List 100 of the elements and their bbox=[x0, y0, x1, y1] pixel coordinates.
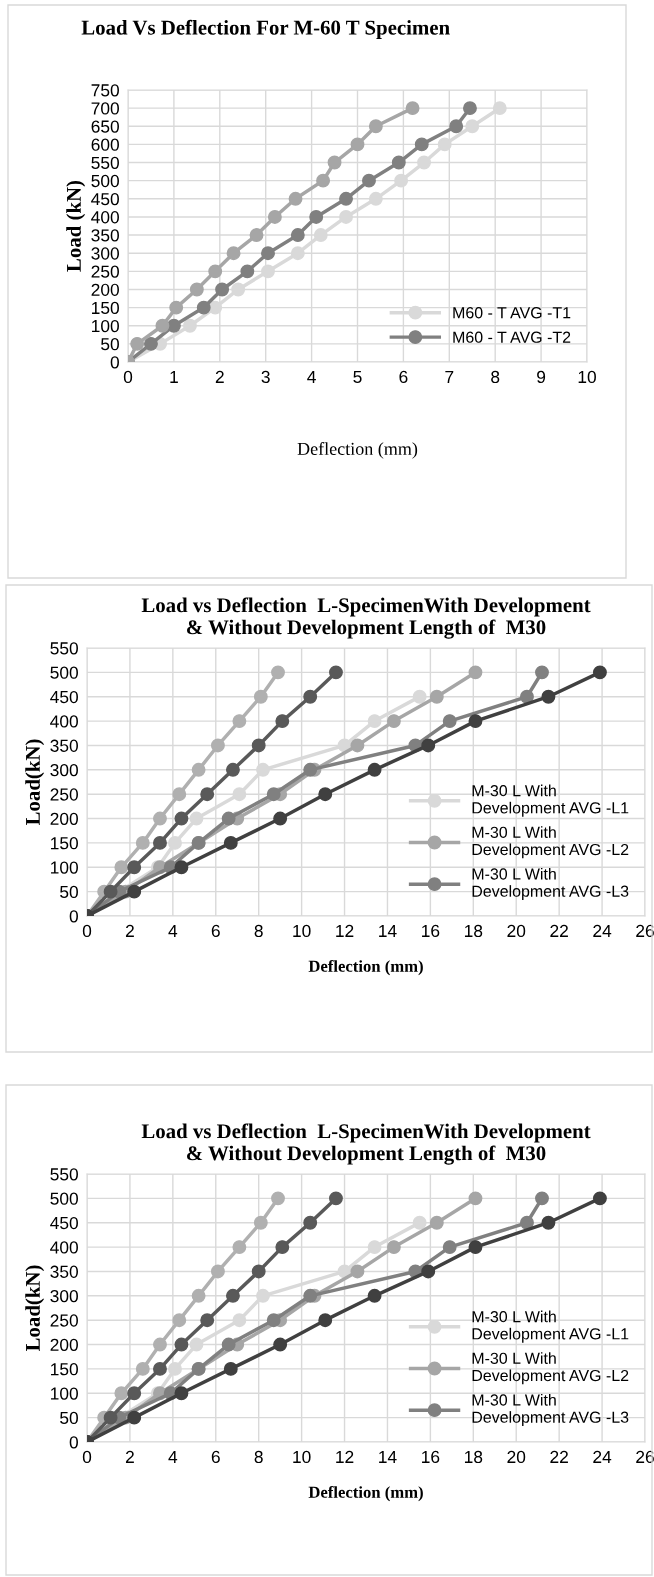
point bbox=[303, 1215, 318, 1230]
point bbox=[350, 738, 365, 753]
x-tick-label: 7 bbox=[445, 370, 454, 383]
x-tick-label: 20 bbox=[507, 924, 526, 938]
point bbox=[303, 762, 318, 777]
y-tick-label: 200 bbox=[50, 812, 78, 826]
point bbox=[465, 119, 480, 134]
x-tick-label: 22 bbox=[550, 1450, 568, 1463]
point bbox=[221, 1337, 236, 1352]
legend-label: M60 - T AVG -T1 bbox=[453, 307, 571, 319]
point bbox=[290, 246, 305, 261]
point bbox=[318, 787, 333, 802]
y-tick-label: 450 bbox=[50, 1216, 78, 1230]
point bbox=[256, 1288, 270, 1303]
y-tick-label: 250 bbox=[50, 788, 78, 801]
point bbox=[166, 318, 181, 333]
point bbox=[114, 1386, 129, 1401]
point bbox=[155, 318, 170, 333]
y-tick-label: 500 bbox=[50, 1192, 78, 1205]
point bbox=[592, 1191, 607, 1206]
point bbox=[253, 1215, 268, 1230]
point bbox=[417, 155, 432, 170]
y-axis-title: Load (kN) bbox=[66, 180, 86, 272]
chart-title: Load vs Deflection L-SpecimenWith Development & Without Development Length of M30 bbox=[141, 1123, 591, 1165]
point bbox=[394, 173, 409, 188]
x-tick-label: 24 bbox=[593, 924, 612, 937]
point bbox=[168, 1361, 182, 1376]
point bbox=[412, 689, 427, 704]
point bbox=[303, 1288, 318, 1303]
legend-label: M-30 L With Development AVG -L2 bbox=[472, 1352, 629, 1385]
point bbox=[492, 101, 507, 116]
point bbox=[174, 1386, 189, 1401]
point bbox=[275, 1240, 290, 1255]
point bbox=[273, 811, 288, 826]
point bbox=[468, 1240, 483, 1255]
point bbox=[386, 714, 401, 729]
point bbox=[210, 1264, 225, 1279]
point bbox=[429, 689, 444, 704]
y-tick-label: 450 bbox=[91, 192, 119, 206]
point bbox=[251, 738, 266, 753]
x-tick-label: 3 bbox=[261, 370, 270, 384]
point bbox=[253, 689, 268, 704]
point bbox=[449, 119, 464, 134]
x-tick-label: 16 bbox=[422, 1450, 440, 1464]
point bbox=[200, 1313, 215, 1328]
y-tick-label: 50 bbox=[60, 1411, 78, 1425]
point bbox=[316, 173, 331, 188]
x-tick-label: 4 bbox=[307, 370, 316, 383]
legend-label: M-30 L With Development AVG -L2 bbox=[472, 826, 629, 859]
x-tick-label: 8 bbox=[254, 924, 263, 938]
y-tick-label: 400 bbox=[50, 1241, 78, 1254]
y-tick-label: 150 bbox=[92, 301, 119, 315]
y-tick-label: 100 bbox=[92, 319, 119, 333]
point bbox=[114, 860, 129, 875]
point bbox=[127, 1410, 142, 1425]
point bbox=[267, 209, 282, 224]
y-tick-label: 250 bbox=[91, 265, 119, 278]
point bbox=[290, 228, 305, 243]
point bbox=[127, 1386, 142, 1401]
y-tick-label: 250 bbox=[50, 1314, 78, 1327]
y-tick-label: 100 bbox=[51, 1387, 78, 1400]
point bbox=[174, 860, 189, 875]
point bbox=[412, 1215, 427, 1230]
point bbox=[313, 228, 328, 243]
point bbox=[271, 665, 285, 680]
point bbox=[367, 762, 382, 777]
x-tick-label: 12 bbox=[336, 924, 354, 937]
point bbox=[135, 835, 150, 850]
point bbox=[266, 787, 281, 802]
point bbox=[191, 762, 206, 777]
point bbox=[232, 714, 247, 729]
point bbox=[127, 884, 142, 899]
x-tick-label: 10 bbox=[293, 1450, 311, 1464]
point bbox=[288, 191, 303, 206]
y-tick-label: 300 bbox=[50, 763, 78, 777]
y-tick-label: 650 bbox=[91, 120, 119, 133]
point bbox=[271, 1191, 285, 1206]
x-tick-label: 12 bbox=[336, 1450, 354, 1463]
point bbox=[221, 811, 236, 826]
point bbox=[535, 1191, 549, 1206]
x-tick-label: 2 bbox=[125, 924, 134, 937]
legend-label: M-30 L With Development AVG -L1 bbox=[472, 1310, 629, 1343]
y-tick-label: 500 bbox=[50, 666, 78, 679]
point bbox=[196, 300, 211, 315]
point bbox=[327, 155, 342, 170]
point bbox=[189, 811, 204, 826]
x-tick-label: 0 bbox=[123, 370, 133, 384]
x-tick-label: 4 bbox=[168, 924, 178, 937]
x-tick-label: 18 bbox=[464, 924, 483, 938]
point bbox=[232, 787, 247, 802]
y-tick-label: 50 bbox=[101, 338, 119, 351]
x-tick-label: 9 bbox=[537, 370, 546, 384]
point bbox=[437, 137, 452, 152]
legend-label: M-30 L With Development AVG -L1 bbox=[472, 784, 629, 817]
point bbox=[210, 738, 225, 753]
y-tick-label: 0 bbox=[110, 356, 119, 369]
y-tick-label: 750 bbox=[91, 84, 119, 97]
point bbox=[168, 835, 182, 850]
point bbox=[350, 1264, 365, 1279]
point bbox=[350, 137, 365, 152]
